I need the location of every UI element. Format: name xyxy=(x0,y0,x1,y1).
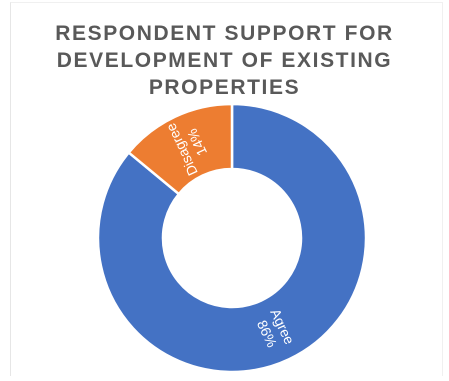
donut-slices xyxy=(98,104,366,372)
